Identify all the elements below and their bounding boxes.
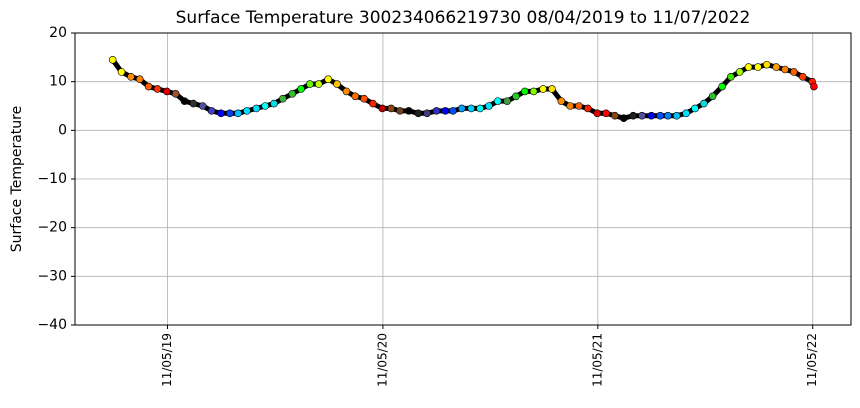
data-point bbox=[529, 87, 538, 96]
data-point bbox=[656, 111, 665, 120]
plot-frame bbox=[74, 32, 852, 326]
data-point bbox=[700, 99, 708, 108]
y-tick-label: 20 bbox=[49, 25, 67, 41]
data-point bbox=[744, 63, 753, 71]
data-point bbox=[171, 90, 180, 98]
data-point bbox=[234, 109, 242, 118]
data-point bbox=[217, 109, 225, 118]
data-point bbox=[790, 68, 798, 76]
data-point bbox=[735, 68, 744, 76]
data-point bbox=[781, 65, 789, 74]
y-tick-label: 0 bbox=[58, 122, 67, 138]
y-tick-label: −40 bbox=[37, 317, 67, 333]
data-point bbox=[557, 97, 566, 105]
y-tick-label: −30 bbox=[37, 268, 67, 284]
data-point bbox=[127, 73, 135, 81]
data-point bbox=[718, 82, 726, 91]
data-point bbox=[314, 80, 323, 88]
y-axis-label: Surface Temperature bbox=[9, 106, 25, 252]
data-point bbox=[135, 75, 144, 84]
data-point bbox=[396, 107, 404, 115]
data-point bbox=[288, 90, 297, 98]
data-point bbox=[252, 104, 261, 113]
data-point bbox=[548, 85, 556, 93]
data-point bbox=[423, 109, 431, 118]
data-point bbox=[485, 102, 493, 110]
data-point bbox=[189, 99, 198, 108]
data-point bbox=[297, 85, 305, 93]
data-point bbox=[691, 104, 699, 113]
data-point bbox=[772, 63, 781, 71]
data-point bbox=[539, 85, 547, 93]
data-point bbox=[306, 80, 314, 88]
data-point bbox=[754, 63, 762, 71]
data-point bbox=[432, 107, 441, 115]
data-point bbox=[476, 104, 484, 113]
data-point bbox=[682, 109, 690, 118]
data-point bbox=[414, 109, 423, 118]
data-point bbox=[602, 109, 610, 118]
x-tick-label: 11/05/22 bbox=[805, 333, 819, 387]
data-point bbox=[810, 82, 818, 91]
data-point bbox=[441, 107, 450, 115]
data-point bbox=[593, 109, 602, 118]
y-tick-label: −20 bbox=[37, 220, 67, 236]
chart-title: Surface Temperature 300234066219730 08/0… bbox=[176, 8, 751, 28]
data-point bbox=[144, 82, 153, 91]
data-point bbox=[512, 92, 520, 101]
data-point bbox=[611, 111, 619, 120]
y-tick-label: 10 bbox=[49, 74, 67, 90]
data-point bbox=[493, 97, 502, 105]
data-point bbox=[153, 85, 162, 93]
data-point bbox=[243, 107, 251, 115]
data-point bbox=[664, 111, 672, 120]
data-point bbox=[369, 99, 377, 108]
data-point bbox=[226, 109, 234, 118]
data-point bbox=[458, 104, 466, 113]
data-point bbox=[180, 97, 189, 105]
data-point bbox=[708, 92, 717, 101]
data-point bbox=[324, 75, 332, 84]
data-point bbox=[619, 114, 628, 122]
data-point bbox=[521, 87, 529, 96]
data-point bbox=[763, 60, 771, 69]
y-tick-label: −10 bbox=[37, 171, 67, 187]
data-point bbox=[584, 104, 592, 113]
data-point bbox=[672, 111, 681, 120]
data-point bbox=[117, 68, 126, 76]
data-point bbox=[279, 94, 287, 103]
x-tick-label: 11/05/21 bbox=[590, 333, 604, 387]
x-tick-label: 11/05/19 bbox=[160, 333, 174, 387]
data-point bbox=[629, 111, 637, 120]
data-point bbox=[566, 102, 574, 110]
data-point bbox=[207, 107, 216, 115]
data-point bbox=[108, 55, 117, 64]
x-tick-label: 11/05/20 bbox=[375, 333, 389, 387]
data-point bbox=[798, 73, 807, 81]
data-point bbox=[449, 107, 457, 115]
data-point bbox=[467, 104, 476, 113]
data-point bbox=[270, 99, 278, 108]
data-point bbox=[387, 104, 395, 113]
data-point bbox=[333, 80, 341, 88]
data-point bbox=[638, 111, 646, 120]
data-point bbox=[342, 87, 351, 96]
data-point bbox=[647, 111, 656, 120]
data-point bbox=[163, 87, 171, 96]
data-point bbox=[575, 102, 583, 110]
data-point bbox=[351, 92, 360, 101]
data-point bbox=[405, 107, 413, 115]
data-point bbox=[503, 97, 511, 105]
data-point bbox=[261, 102, 269, 110]
data-point bbox=[360, 94, 368, 103]
data-point bbox=[378, 104, 387, 113]
data-point bbox=[198, 102, 207, 110]
data-point bbox=[727, 73, 735, 81]
